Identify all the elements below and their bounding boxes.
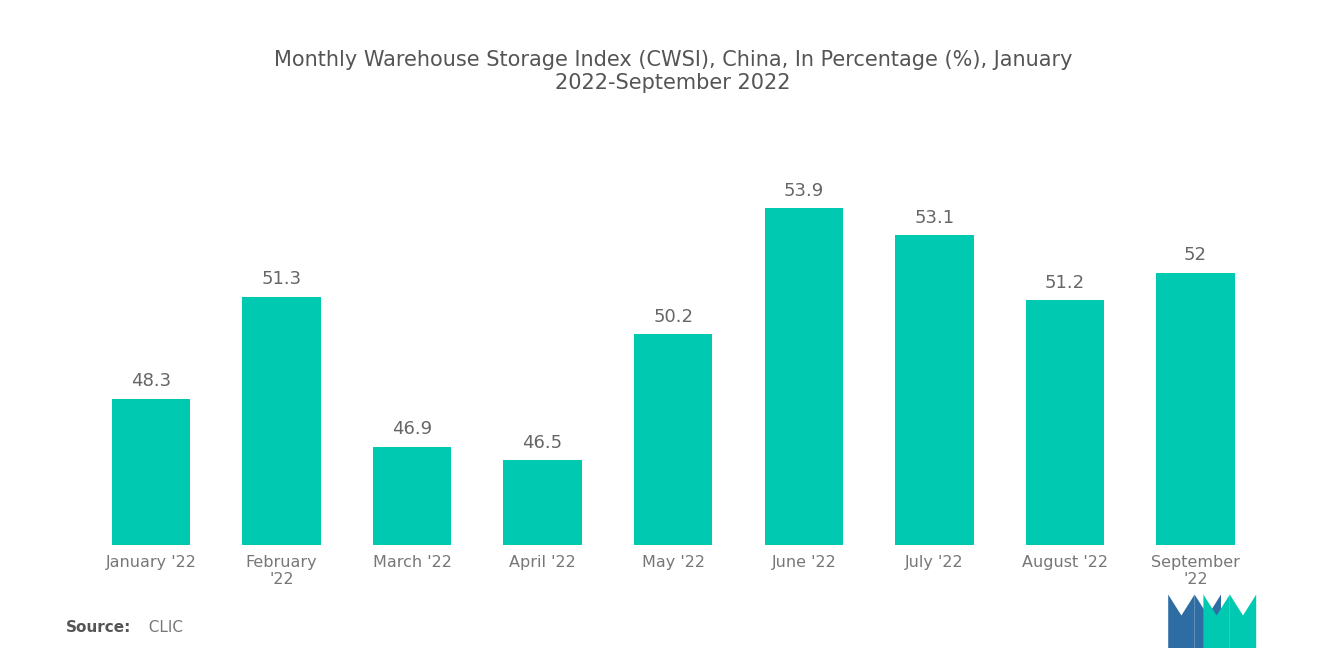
- Bar: [112, 399, 190, 545]
- Text: 52: 52: [1184, 247, 1206, 265]
- Bar: [503, 460, 582, 545]
- Polygon shape: [1204, 595, 1230, 648]
- Bar: [764, 208, 843, 545]
- Text: 51.2: 51.2: [1045, 273, 1085, 292]
- Text: 50.2: 50.2: [653, 308, 693, 326]
- Title: Monthly Warehouse Storage Index (CWSI), China, In Percentage (%), January
2022-S: Monthly Warehouse Storage Index (CWSI), …: [275, 50, 1072, 93]
- Bar: [634, 334, 713, 545]
- Bar: [243, 297, 321, 545]
- Bar: [895, 235, 974, 545]
- Text: 51.3: 51.3: [261, 270, 301, 288]
- Text: 46.5: 46.5: [523, 434, 562, 452]
- Polygon shape: [1230, 595, 1257, 648]
- Polygon shape: [1195, 595, 1221, 648]
- Polygon shape: [1168, 595, 1195, 648]
- Text: CLIC: CLIC: [139, 620, 182, 635]
- Text: 48.3: 48.3: [131, 372, 170, 390]
- Text: 53.1: 53.1: [915, 209, 954, 227]
- Text: 53.9: 53.9: [784, 182, 824, 200]
- Text: 46.9: 46.9: [392, 420, 432, 438]
- Bar: [1156, 273, 1234, 545]
- Bar: [1026, 300, 1104, 545]
- Bar: [372, 447, 451, 545]
- Text: Source:: Source:: [66, 620, 132, 635]
